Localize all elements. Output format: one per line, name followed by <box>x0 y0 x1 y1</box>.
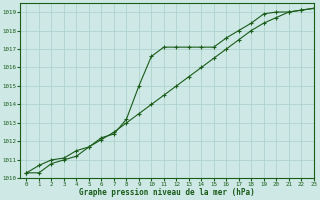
X-axis label: Graphe pression niveau de la mer (hPa): Graphe pression niveau de la mer (hPa) <box>79 188 255 197</box>
